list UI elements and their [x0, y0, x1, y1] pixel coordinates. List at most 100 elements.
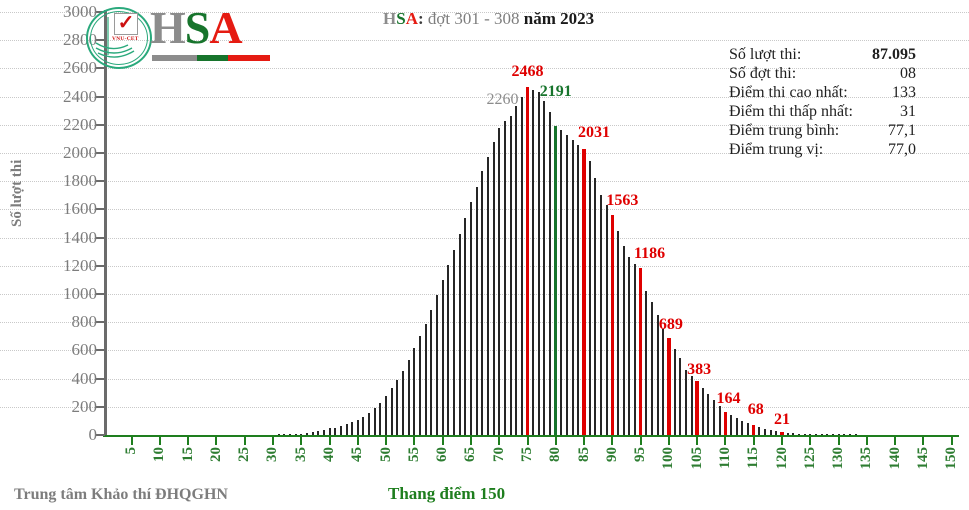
x-tick	[526, 437, 529, 445]
bar	[831, 434, 834, 435]
source-credit: Trung tâm Khảo thí ĐHQGHN	[14, 486, 228, 503]
x-tick	[498, 437, 501, 445]
bar	[407, 360, 410, 435]
bar	[803, 434, 806, 435]
bar	[498, 127, 501, 435]
title-letter-s: S	[396, 9, 406, 28]
stat-value: 77,0	[888, 141, 916, 158]
bar	[718, 406, 721, 435]
stat-value: 87.095	[872, 46, 916, 63]
bar-highlight-red	[667, 337, 671, 435]
underline-gray-segment	[152, 55, 197, 61]
y-tick-label: 1000	[63, 284, 97, 303]
bar	[385, 396, 388, 435]
bar	[481, 171, 484, 435]
bar	[701, 387, 704, 435]
bar	[600, 195, 603, 435]
title-letter-a: A	[405, 9, 418, 28]
gridline	[0, 406, 969, 408]
y-tick	[96, 405, 105, 408]
bar	[486, 156, 489, 435]
x-tick	[781, 437, 784, 445]
bar	[690, 375, 693, 435]
stat-value: 08	[900, 65, 916, 82]
stat-label: Điểm trung vị:	[729, 141, 824, 158]
bar	[447, 265, 450, 435]
y-tick	[96, 208, 105, 211]
bar	[566, 135, 569, 435]
wordmark-letter-h: H	[150, 2, 186, 53]
y-tick	[96, 123, 105, 126]
bar	[328, 428, 331, 435]
bar	[560, 130, 563, 435]
bar	[402, 370, 405, 435]
title-range: đợt 301 - 308	[427, 9, 520, 28]
bar	[594, 178, 597, 435]
bar	[441, 279, 444, 435]
stats-panel: Số lượt thi: 87.095 Số đợt thi: 08 Điểm thi …	[729, 45, 916, 159]
bar	[322, 430, 325, 435]
bar	[843, 434, 846, 435]
stat-row: Điểm trung vị: 77,0	[729, 140, 916, 159]
bar	[628, 256, 631, 435]
bar	[283, 434, 286, 435]
gridline	[0, 294, 969, 295]
x-axis-line	[103, 435, 959, 437]
bar	[356, 420, 359, 435]
bar	[475, 186, 478, 435]
x-tick	[328, 437, 331, 445]
bar	[317, 431, 320, 435]
gridline	[0, 124, 969, 126]
bar-value-label: 68	[747, 401, 764, 419]
y-tick	[96, 236, 105, 239]
chart-title: HSA: đợt 301 - 308 năm 2023	[383, 9, 594, 29]
stat-row: Số đợt thi: 08	[729, 64, 916, 83]
x-tick	[215, 437, 218, 445]
y-tick-label: 600	[71, 340, 98, 360]
bar	[747, 423, 750, 435]
bar	[520, 96, 523, 435]
x-tick	[356, 437, 359, 445]
bar	[492, 141, 495, 435]
bar	[515, 106, 518, 435]
y-tick	[96, 377, 105, 380]
title-nam: năm	[519, 9, 561, 28]
bar-value-label: 689	[658, 315, 683, 333]
bar	[452, 249, 455, 435]
title-colon: :	[417, 9, 428, 28]
x-tick	[583, 437, 586, 445]
bar	[684, 370, 687, 435]
y-tick-label: 800	[71, 312, 98, 332]
bar	[786, 432, 789, 435]
gridline	[0, 12, 969, 13]
y-tick	[96, 67, 105, 70]
bar	[797, 433, 800, 435]
bar-highlight-red	[582, 148, 586, 435]
y-tick-label: 1600	[63, 199, 97, 219]
x-tick	[667, 437, 670, 445]
bar-value-label: 2468	[511, 63, 544, 80]
gridline	[0, 322, 969, 324]
bar	[413, 348, 416, 435]
bar	[419, 336, 422, 435]
x-tick	[243, 437, 246, 445]
x-tick	[950, 437, 953, 445]
y-tick	[96, 264, 105, 267]
underline-red-segment	[228, 55, 270, 61]
bar	[713, 400, 716, 435]
bar-highlight-red	[638, 267, 643, 435]
checkbox-icon: ✓	[114, 13, 138, 35]
bar	[430, 309, 433, 435]
y-tick	[96, 434, 105, 436]
gridline	[0, 265, 969, 267]
bar	[735, 418, 738, 435]
gridline	[0, 40, 969, 42]
x-tick	[385, 437, 388, 445]
bar	[577, 144, 580, 435]
bar	[645, 291, 648, 435]
bar	[809, 434, 812, 435]
bar	[673, 348, 676, 435]
